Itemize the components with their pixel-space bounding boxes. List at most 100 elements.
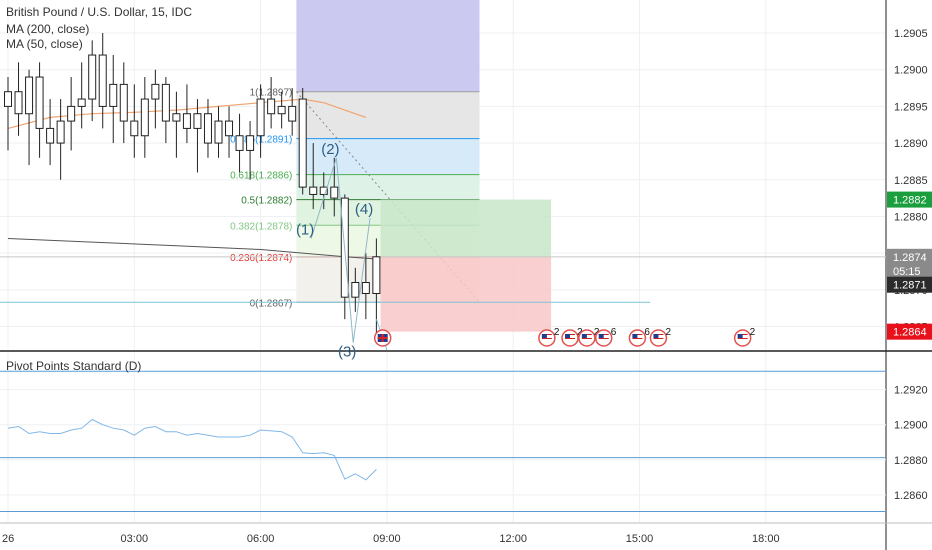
pivot-points-pane[interactable] [0, 370, 886, 512]
pivot-legend[interactable]: Pivot Points Standard (D) [6, 359, 141, 373]
time-tick-label: 12:00 [499, 533, 527, 545]
flag-stripe [737, 340, 748, 341]
candle-body [267, 98, 276, 115]
flag-canton [598, 334, 604, 338]
candle-body [109, 83, 118, 107]
price-tick-label: 1.2880 [894, 455, 928, 467]
us-flag-icon[interactable]: 2 [649, 327, 671, 347]
price-tag [887, 323, 932, 340]
fib-zone [296, 138, 480, 175]
candle-body [130, 120, 139, 137]
candle-body [46, 127, 55, 144]
time-tick-label: 03:00 [121, 533, 149, 545]
us-flag-icon[interactable]: 2 [733, 327, 756, 347]
price-tick-label: 1.2920 [894, 385, 928, 397]
flag-stripe [565, 338, 576, 339]
price-tag-label: 1.2882 [893, 195, 927, 207]
price-tag [887, 262, 932, 279]
candle-body [235, 135, 244, 151]
flag-stripe [598, 340, 609, 341]
candle-body [372, 256, 381, 295]
event-count: 2 [594, 327, 600, 338]
position-profit-zone[interactable] [380, 199, 552, 257]
flag-stripe [737, 338, 748, 339]
us-flag-icon[interactable]: 2 [538, 327, 560, 347]
position-loss-zone[interactable] [380, 256, 552, 332]
candle-body [56, 120, 65, 144]
candle-body [25, 76, 34, 115]
flag-canton [632, 334, 638, 338]
price-axis-main[interactable]: 1.2905 1.2900 1.2895 1.2890 1.2885 1.2880 1.28… [894, 28, 928, 334]
time-axis[interactable]: 26 03:00 06:00 09:00 12:00 15:00 18:00 [2, 533, 780, 545]
candle-body [140, 98, 149, 137]
flag-stripe [598, 338, 609, 339]
candle-body [298, 98, 307, 188]
candle-body [14, 91, 23, 115]
candle-body [256, 98, 265, 137]
wave-label: (2) [321, 141, 339, 158]
candle-body [119, 83, 128, 122]
flag-stripe [565, 340, 576, 341]
price-tick-label: 1.2890 [894, 138, 928, 150]
indicator-grid [0, 352, 932, 524]
us-flag-icon[interactable]: 6 [628, 327, 650, 347]
fib-level-label: 0(1.2867) [250, 298, 293, 309]
price-tag [887, 248, 932, 265]
fib-zone [296, 91, 480, 139]
flag-canton [565, 334, 571, 338]
candle-body [319, 186, 328, 195]
flag-canton [541, 334, 547, 338]
candle-body [172, 113, 181, 122]
wave-label: (1) [296, 221, 314, 238]
long-position-tool[interactable] [0, 199, 886, 332]
ma200-legend[interactable]: MA (200, close) [6, 22, 89, 36]
candle-body [77, 98, 86, 107]
candle-body [98, 54, 107, 107]
price-tag [887, 276, 932, 293]
candle-body [193, 113, 202, 129]
ma50-legend[interactable]: MA (50, close) [6, 37, 83, 51]
flag-stripe [632, 338, 643, 339]
fib-level-label: 0.786(1.2891) [230, 135, 292, 146]
flag-stripe [632, 340, 643, 341]
wave-label: (4) [355, 201, 373, 218]
flag-canton [653, 334, 659, 338]
event-count: 2 [554, 327, 560, 338]
price-line-series [7, 418, 377, 481]
price-tag-label: 05:15 [893, 266, 921, 278]
flag-canton [581, 334, 587, 338]
flag-stripe [541, 338, 552, 339]
us-flag-icon[interactable]: 6 [594, 327, 617, 347]
us-flag-icon[interactable]: 2 [578, 327, 600, 347]
time-tick-label: 26 [2, 533, 14, 545]
event-count: 6 [611, 327, 617, 338]
price-tick-label: 1.2860 [894, 490, 928, 502]
time-tick-label: 18:00 [752, 533, 780, 545]
flag-canton [737, 334, 743, 338]
fib-level-label: 0.236(1.2874) [230, 253, 292, 264]
candle-body [330, 186, 339, 199]
candle-body [4, 91, 12, 107]
flag-stripe [581, 340, 592, 341]
candle-body [203, 113, 212, 144]
price-tag [887, 191, 932, 208]
flag-stripe [541, 340, 552, 341]
candle-body [88, 54, 97, 100]
candle-body [35, 76, 44, 129]
candle-body [225, 120, 234, 137]
price-tags: 1.2882 1.2874 05:15 1.2871 1.2864 [887, 191, 932, 340]
uk-flag-icon[interactable] [373, 329, 392, 347]
us-flag-icon[interactable]: 2 [561, 327, 583, 347]
candle-body [151, 83, 160, 100]
price-tag-label: 1.2874 [893, 252, 927, 264]
candle-body [246, 135, 255, 151]
price-axis-indicator[interactable]: 1.2920 1.2900 1.2880 1.2860 [894, 385, 928, 502]
candle-body [161, 83, 170, 122]
fib-level-label: 0.618(1.2886) [230, 171, 292, 182]
time-tick-label: 15:00 [626, 533, 654, 545]
wave-label: (3) [338, 344, 356, 361]
price-tick-label: 1.2885 [894, 175, 928, 187]
price-tick-label: 1.2895 [894, 101, 928, 113]
